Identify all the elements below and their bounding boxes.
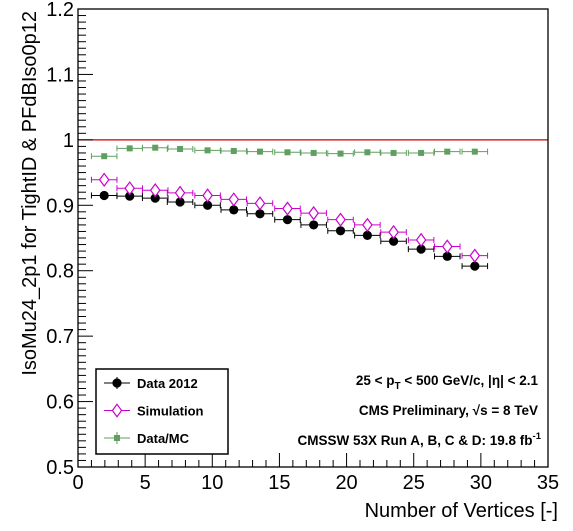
x-tick-label: 10 — [201, 472, 223, 494]
y-tick-label: 0.9 — [46, 195, 74, 217]
data-point — [255, 209, 265, 219]
x-tick-label: 30 — [470, 472, 492, 494]
data-point — [101, 153, 108, 160]
data-point — [175, 197, 185, 207]
data-point — [282, 201, 293, 216]
data-point — [444, 148, 451, 155]
data-point — [149, 183, 161, 198]
y-axis-title: IsoMu24_2p1 for TightID & PFdBIso0p12 — [19, 11, 41, 376]
data-point — [390, 149, 397, 156]
series-data-2012 — [90, 190, 489, 271]
data-point — [416, 244, 426, 254]
data-point — [309, 220, 319, 230]
legend-label: Data 2012 — [137, 376, 198, 391]
y-tick-label: 0.5 — [46, 457, 74, 479]
x-tick-label: 35 — [537, 472, 559, 494]
cuts-annotation: 25 < pT < 500 GeV/c, |η| < 2.1 — [356, 373, 539, 392]
legend-entry: Data/MC — [104, 431, 190, 446]
series-simulation — [90, 172, 489, 263]
data-point — [228, 192, 240, 207]
annotations: 25 < pT < 500 GeV/c, |η| < 2.1 CMS Preli… — [298, 373, 542, 448]
data-point — [364, 149, 371, 156]
x-axis-title: Number of Vertices [-] — [365, 500, 558, 522]
data-point — [415, 232, 427, 248]
y-tick-label: 1.1 — [46, 64, 74, 86]
legend-entry: Data 2012 — [104, 376, 198, 391]
y-tick-label: 0.8 — [46, 261, 74, 283]
x-tick-label: 25 — [403, 472, 425, 494]
data-point — [418, 149, 425, 156]
data-point — [230, 147, 237, 154]
data-point — [337, 150, 344, 157]
data-point — [98, 172, 110, 187]
y-tick-label: 1 — [63, 130, 74, 152]
series-data-mc — [90, 144, 489, 160]
legend-label: Data/MC — [137, 431, 190, 446]
data-point — [229, 205, 239, 215]
y-tick-label: 0.7 — [46, 326, 74, 348]
data-point — [126, 145, 133, 152]
data-point — [99, 190, 109, 201]
luminosity-annotation: CMSSW 53X Run A, B, C & D: 19.8 fb-1 — [298, 431, 542, 448]
data-point — [442, 251, 452, 261]
data-point — [308, 205, 320, 221]
legend-marker — [112, 378, 122, 388]
legend-label: Simulation — [137, 404, 204, 419]
series-layer — [90, 144, 489, 271]
data-point — [254, 196, 266, 211]
legend: Data 2012 Simulation Data/MC — [95, 368, 229, 455]
data-point — [388, 236, 399, 246]
data-point — [441, 239, 453, 254]
x-tick-label: 20 — [335, 472, 357, 494]
data-point — [470, 261, 480, 271]
legend-marker — [111, 403, 123, 418]
x-tick-label: 5 — [140, 472, 151, 494]
axis-ticks: 0 5 10 15 20 25 30 35 0.5 0.6 0.7 0.8 0.9 1 1.1 1.2 — [46, 0, 559, 494]
data-point — [202, 200, 213, 210]
data-point — [204, 147, 211, 154]
legend-marker — [114, 435, 120, 441]
data-point — [362, 230, 372, 240]
data-point — [256, 148, 263, 155]
data-point — [388, 224, 399, 240]
data-point — [335, 226, 346, 236]
preliminary-annotation: CMS Preliminary, √s = 8 TeV — [359, 403, 538, 418]
data-point — [177, 146, 184, 153]
data-point — [284, 149, 291, 156]
data-point — [469, 248, 481, 263]
data-point — [125, 191, 135, 201]
data-point — [310, 149, 317, 156]
x-tick-label: 0 — [72, 472, 83, 494]
data-point — [471, 148, 478, 155]
data-point — [362, 217, 373, 233]
legend-entry: Simulation — [104, 403, 204, 419]
x-tick-label: 15 — [268, 472, 290, 494]
data-point — [124, 181, 136, 196]
data-point — [150, 193, 160, 203]
data-point — [335, 212, 346, 227]
data-point — [152, 144, 159, 151]
data-point — [202, 188, 213, 203]
y-tick-label: 0.6 — [46, 392, 74, 414]
y-tick-label: 1.2 — [46, 0, 74, 21]
data-point — [282, 215, 293, 225]
data-point — [174, 185, 186, 201]
